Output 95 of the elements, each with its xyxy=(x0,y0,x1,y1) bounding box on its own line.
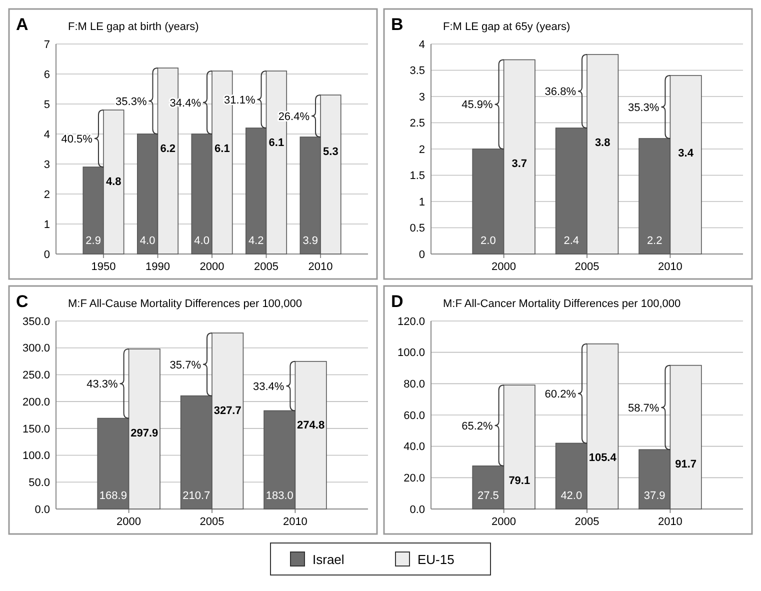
text: C xyxy=(16,292,28,311)
y-tick-label: 80.0 xyxy=(404,378,425,391)
data-label: 37.9 xyxy=(644,490,666,502)
x-tick-label: 2000 xyxy=(116,516,142,528)
data-label: 3.8 xyxy=(594,137,610,149)
x-tick-label: 2000 xyxy=(200,261,224,273)
annotation: 60.2% xyxy=(544,388,576,400)
annotation: 35.3% xyxy=(116,96,147,108)
data-label: 91.7 xyxy=(675,458,697,471)
legend-label: Israel xyxy=(312,552,344,567)
y-tick-label: 60.0 xyxy=(404,410,425,422)
y-tick-label: 100.0 xyxy=(22,450,50,462)
chart-title: M:F All-Cause Mortality Differences per 100,000 xyxy=(68,298,302,310)
y-tick-label: 300.0 xyxy=(22,342,50,355)
y-tick-label: 3.5 xyxy=(410,65,425,78)
text: A xyxy=(16,15,28,34)
y-tick-label: 7 xyxy=(44,38,50,51)
annotation: 35.3% xyxy=(628,102,660,114)
data-label: 42.0 xyxy=(560,490,582,502)
annotation: 45.9% xyxy=(462,99,494,112)
y-tick-label: 3 xyxy=(44,158,50,171)
x-tick-label: 2005 xyxy=(200,516,224,528)
data-label: 168.9 xyxy=(99,490,127,502)
y-tick-label: 6 xyxy=(44,68,50,81)
data-label: 3.4 xyxy=(678,148,694,160)
y-tick-label: 150.0 xyxy=(22,423,50,436)
x-tick-label: 2005 xyxy=(574,516,600,528)
x-tick-label: 2010 xyxy=(658,261,682,273)
y-tick-label: 0.5 xyxy=(410,222,425,235)
x-tick-label: 2005 xyxy=(254,261,279,273)
y-tick-label: 1 xyxy=(418,196,425,208)
data-label: 327.7 xyxy=(214,404,242,417)
data-label: 2.4 xyxy=(564,235,580,247)
chart-title: M:F All-Cancer Mortality Differences per 100,000 xyxy=(443,298,681,310)
data-label: 2.0 xyxy=(480,235,496,247)
y-tick-label: 2 xyxy=(44,188,50,201)
data-label: 297.9 xyxy=(130,427,158,440)
data-label: 5.3 xyxy=(323,146,338,158)
annotation: 33.4% xyxy=(252,380,284,393)
x-tick-label: 1950 xyxy=(91,261,116,273)
y-tick-label: 0.0 xyxy=(410,504,425,516)
y-tick-label: 3 xyxy=(418,91,425,104)
chart-title: F:M LE gap at 65y (years) xyxy=(443,21,570,33)
y-tick-label: 4 xyxy=(418,38,425,51)
y-tick-label: 50.0 xyxy=(28,476,50,489)
y-tick-label: 120.0 xyxy=(397,316,425,328)
y-tick-label: 4 xyxy=(44,128,50,141)
data-label: 3.9 xyxy=(302,235,318,247)
x-tick-label: 2000 xyxy=(492,261,516,273)
y-tick-label: 2 xyxy=(418,144,425,156)
chart-title: F:M LE gap at birth (years) xyxy=(68,21,199,33)
x-tick-label: 2010 xyxy=(308,261,333,273)
annotation: 36.8% xyxy=(544,86,576,98)
data-label: 210.7 xyxy=(182,490,210,502)
data-label: 27.5 xyxy=(477,490,499,502)
data-label: 4.2 xyxy=(248,235,264,247)
y-tick-label: 100.0 xyxy=(397,347,425,360)
data-label: 2.2 xyxy=(646,235,662,247)
y-tick-label: 200.0 xyxy=(22,396,50,408)
data-label: 105.4 xyxy=(588,452,618,464)
annotation: 65.2% xyxy=(462,420,494,432)
y-tick-label: 5 xyxy=(44,98,50,111)
legend-label: EU-15 xyxy=(418,552,454,567)
y-tick-label: 0 xyxy=(44,248,50,261)
x-tick-label: 1990 xyxy=(145,261,170,273)
y-tick-label: 0.0 xyxy=(34,504,50,516)
y-tick-label: 20.0 xyxy=(404,472,425,485)
data-label: 3.7 xyxy=(512,158,528,170)
data-label: 274.8 xyxy=(297,420,325,432)
x-tick-label: 2010 xyxy=(282,516,308,528)
data-label: 6.1 xyxy=(214,143,230,155)
data-label: 79.1 xyxy=(508,474,530,487)
data-label: 183.0 xyxy=(266,490,294,502)
data-label: 2.9 xyxy=(86,235,101,247)
x-tick-label: 2005 xyxy=(574,261,600,273)
y-tick-label: 0 xyxy=(418,248,425,261)
data-label: 6.1 xyxy=(268,137,284,149)
annotation: 35.7% xyxy=(170,359,202,372)
data-label: 4.0 xyxy=(140,235,156,247)
y-tick-label: 1.5 xyxy=(410,170,425,182)
y-tick-label: 1 xyxy=(44,218,50,231)
data-label: 4.0 xyxy=(194,235,210,247)
text: D xyxy=(391,292,404,311)
y-tick-label: 2.5 xyxy=(410,118,425,130)
annotation: 58.7% xyxy=(628,402,660,414)
x-tick-label: 2000 xyxy=(492,516,516,528)
y-tick-label: 350.0 xyxy=(22,316,50,328)
y-tick-label: 40.0 xyxy=(404,441,425,454)
annotation: 40.5% xyxy=(61,133,93,146)
y-tick-label: 250.0 xyxy=(22,370,50,382)
data-label: 4.8 xyxy=(106,176,122,188)
x-tick-label: 2010 xyxy=(658,516,682,528)
data-label: 6.2 xyxy=(160,143,176,155)
text: B xyxy=(391,15,404,34)
annotation: 43.3% xyxy=(86,378,118,390)
